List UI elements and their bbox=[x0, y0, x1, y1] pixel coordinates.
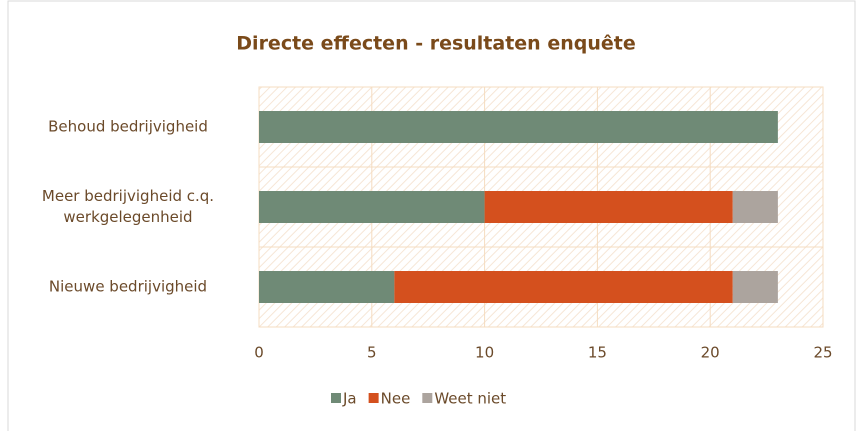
chart-title: Directe effecten - resultaten enquête bbox=[236, 33, 635, 55]
bar bbox=[732, 271, 778, 303]
x-tick-label: 20 bbox=[701, 344, 720, 362]
bar bbox=[394, 271, 733, 303]
y-tick-label: Meer bedrijvigheid c.q. werkgelegenheid bbox=[41, 187, 215, 226]
bar bbox=[259, 111, 778, 143]
bar bbox=[259, 191, 485, 223]
x-tick-label: 15 bbox=[588, 344, 607, 362]
legend-label: Nee bbox=[381, 390, 411, 408]
legend-swatch bbox=[368, 393, 379, 403]
x-tick-label: 5 bbox=[367, 344, 377, 362]
legend-label: Ja bbox=[342, 390, 357, 408]
legend-swatch bbox=[331, 393, 341, 403]
chart-border bbox=[7, 0, 856, 431]
legend-label: Weet niet bbox=[434, 390, 506, 408]
bar bbox=[259, 271, 395, 303]
x-tick-label: 10 bbox=[475, 344, 494, 362]
y-tick-label: Nieuwe bedrijvigheid bbox=[48, 277, 208, 296]
y-tick-label: Behoud bedrijvigheid bbox=[48, 117, 208, 136]
x-tick-label: 0 bbox=[254, 344, 264, 362]
bar bbox=[484, 191, 733, 223]
x-tick-label: 25 bbox=[813, 344, 832, 362]
legend-swatch bbox=[422, 393, 433, 403]
bar bbox=[732, 191, 778, 223]
